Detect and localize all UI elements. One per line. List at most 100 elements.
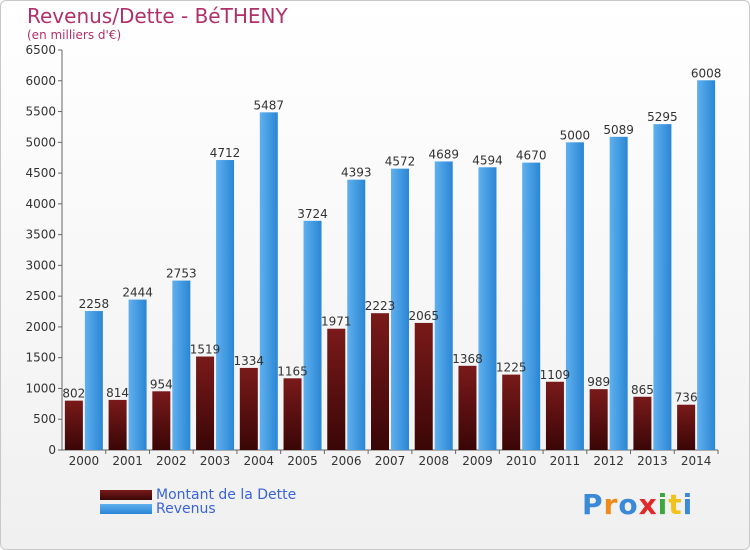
x-tick-label: 2011	[550, 454, 581, 468]
logo-letter: i	[682, 488, 694, 521]
bar-dette	[327, 328, 346, 450]
bar-dette	[589, 389, 608, 450]
legend-label-revenus: Revenus	[156, 501, 216, 517]
bar-revenus	[522, 162, 541, 450]
y-tick-label: 3500	[25, 228, 56, 242]
data-label-dette: 2223	[365, 299, 396, 313]
bar-revenus	[478, 167, 497, 451]
bar-dette	[196, 356, 215, 450]
bar-revenus	[653, 124, 672, 451]
data-label-dette: 2065	[408, 309, 439, 323]
y-tick-label: 5000	[25, 135, 56, 149]
bar-dette	[414, 322, 433, 450]
bar-revenus	[172, 280, 191, 450]
proxiti-logo: Proxiti	[582, 488, 693, 521]
y-tick-label: 1000	[25, 381, 56, 395]
legend-label-dette: Montant de la Dette	[156, 487, 297, 503]
data-label-dette: 814	[106, 386, 129, 400]
bar-dette	[458, 365, 477, 450]
chart-title: Revenus/Dette - BéTHENY	[27, 4, 288, 28]
bar-dette	[64, 400, 83, 450]
data-label-revenus: 4670	[516, 149, 547, 163]
x-tick-label: 2004	[244, 454, 275, 468]
data-label-revenus: 4393	[341, 166, 372, 180]
x-tick-label: 2006	[331, 454, 362, 468]
bar-dette	[677, 404, 696, 450]
data-label-revenus: 5487	[254, 98, 285, 112]
bar-revenus	[391, 168, 409, 450]
data-label-revenus: 4572	[385, 155, 416, 169]
y-tick-label: 4000	[25, 197, 56, 211]
bar-dette	[239, 367, 258, 450]
legend-swatch-revenus	[100, 504, 152, 514]
bar-dette	[633, 396, 652, 450]
bar-revenus	[216, 160, 235, 450]
x-tick-label: 2008	[418, 454, 449, 468]
data-label-revenus: 5000	[560, 128, 591, 142]
data-label-revenus: 4594	[472, 153, 503, 167]
data-label-revenus: 5295	[647, 110, 678, 124]
data-label-dette: 802	[62, 387, 85, 401]
data-label-dette: 1519	[190, 343, 221, 357]
data-label-dette: 1109	[540, 368, 571, 382]
y-tick-label: 2500	[25, 289, 56, 303]
logo-letter: x	[638, 488, 658, 521]
data-label-dette: 989	[587, 375, 610, 389]
bar-dette	[371, 313, 389, 450]
x-tick-label: 2012	[593, 454, 624, 468]
y-tick-label: 0	[48, 443, 56, 457]
bar-dette	[152, 391, 171, 450]
x-tick-label: 2003	[200, 454, 231, 468]
data-label-dette: 954	[150, 377, 173, 391]
logo-letter: t	[668, 488, 683, 521]
data-label-revenus: 6008	[691, 66, 722, 80]
y-tick-label: 6500	[25, 43, 56, 57]
data-label-dette: 1225	[496, 361, 527, 375]
logo-letter: r	[603, 488, 619, 521]
chart-subtitle: (en milliers d'€)	[27, 28, 122, 42]
logo-letter: i	[657, 488, 669, 521]
bar-dette	[545, 381, 564, 450]
legend-item-dette: Montant de la Dette	[100, 487, 296, 503]
bar-revenus	[84, 311, 103, 450]
x-tick-label: 2013	[637, 454, 668, 468]
data-label-dette: 1165	[277, 364, 308, 378]
y-tick-label: 3000	[25, 258, 56, 272]
bar-revenus	[609, 136, 628, 451]
legend-swatch-dette	[100, 490, 152, 500]
data-label-dette: 736	[675, 391, 698, 405]
data-label-revenus: 4712	[210, 146, 241, 160]
data-label-revenus: 3724	[297, 207, 328, 221]
x-tick-label: 2001	[112, 454, 143, 468]
bar-revenus	[697, 80, 716, 451]
data-label-revenus: 2444	[122, 286, 153, 300]
data-label-revenus: 5089	[603, 123, 634, 137]
y-tick-label: 5500	[25, 105, 56, 119]
x-tick-label: 2000	[69, 454, 100, 468]
data-label-revenus: 4689	[428, 147, 459, 161]
bar-dette	[108, 399, 127, 450]
bar-revenus	[347, 179, 366, 450]
bar-revenus	[434, 161, 453, 450]
data-label-revenus: 2258	[79, 297, 110, 311]
x-tick-label: 2014	[681, 454, 712, 468]
bar-dette	[502, 374, 521, 450]
data-label-dette: 1971	[321, 315, 352, 329]
legend-item-revenus: Revenus	[100, 501, 216, 517]
bar-revenus	[128, 299, 147, 450]
y-tick-label: 1500	[25, 351, 56, 365]
x-tick-label: 2009	[462, 454, 493, 468]
x-tick-label: 2005	[287, 454, 318, 468]
x-tick-label: 2007	[375, 454, 406, 468]
data-label-dette: 865	[631, 383, 654, 397]
data-label-dette: 1368	[452, 352, 483, 366]
logo-letter: o	[618, 488, 639, 521]
y-tick-label: 500	[33, 412, 56, 426]
x-tick-label: 2002	[156, 454, 187, 468]
data-label-dette: 1334	[234, 354, 265, 368]
bar-dette	[283, 378, 302, 450]
x-tick-label: 2010	[506, 454, 537, 468]
y-tick-label: 4500	[25, 166, 56, 180]
logo-letter: P	[582, 488, 604, 521]
